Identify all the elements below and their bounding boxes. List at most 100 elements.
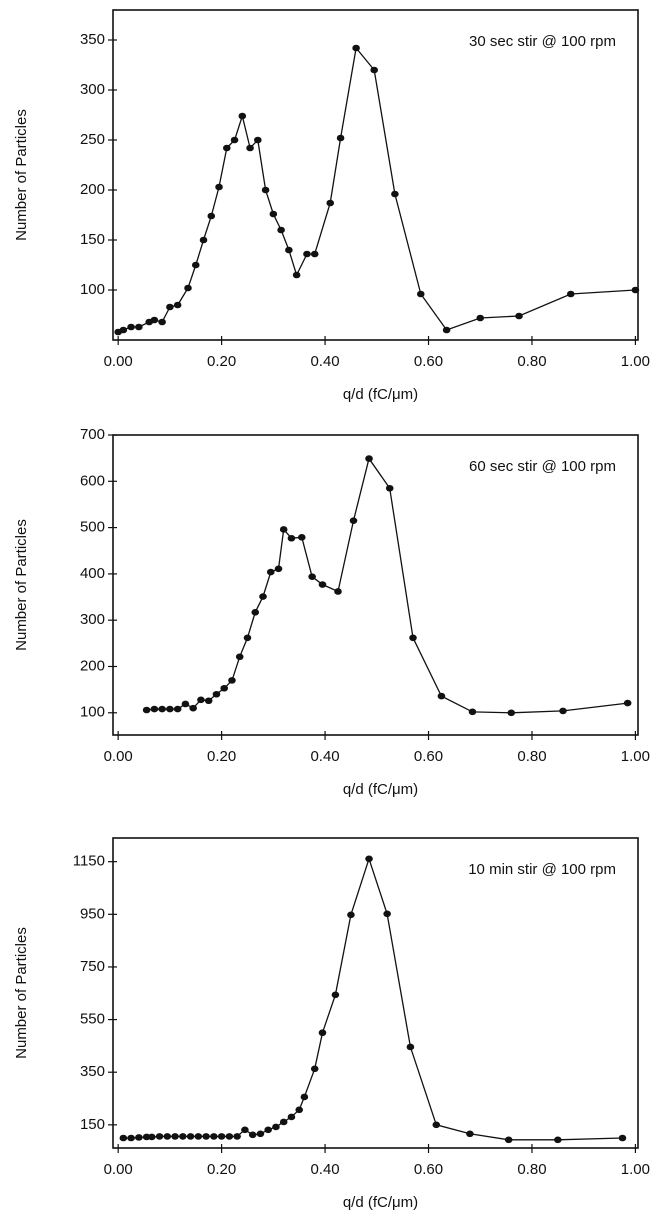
data-point — [631, 286, 640, 294]
x-tick-label: 0.40 — [310, 353, 339, 370]
data-point — [158, 318, 166, 326]
data-point — [507, 709, 516, 717]
data-point — [308, 573, 316, 580]
data-point — [189, 704, 197, 712]
x-tick-label: 0.00 — [104, 1161, 133, 1178]
data-point — [179, 1133, 187, 1140]
data-point — [383, 910, 391, 918]
data-point — [334, 588, 342, 595]
data-point — [212, 690, 221, 698]
data-point — [147, 1133, 156, 1141]
y-tick-label: 150 — [80, 231, 105, 248]
data-point — [566, 290, 575, 298]
data-line — [117, 46, 636, 333]
data-point — [243, 634, 252, 642]
annotation: 30 sec stir @ 100 rpm — [469, 33, 616, 50]
data-point — [166, 705, 174, 713]
data-point — [310, 250, 319, 258]
y-tick-label: 1150 — [73, 853, 105, 870]
data-point — [331, 991, 340, 999]
data-point — [318, 581, 327, 588]
data-point — [246, 144, 254, 152]
y-tick-label: 550 — [80, 1011, 105, 1028]
x-tick-label: 0.60 — [414, 748, 443, 765]
x-tick-label: 0.60 — [414, 1161, 443, 1178]
data-point — [385, 484, 394, 492]
data-point — [618, 1134, 627, 1142]
data-point — [228, 677, 236, 684]
x-tick-label: 0.80 — [517, 748, 546, 765]
data-point — [184, 284, 192, 292]
data-point — [406, 1043, 415, 1051]
x-axis-label: q/d (fC/μm) — [343, 386, 418, 403]
x-tick-label: 0.60 — [414, 353, 443, 370]
data-point — [210, 1133, 218, 1140]
data-point — [285, 246, 293, 254]
data-point — [119, 326, 128, 334]
data-point — [248, 1131, 257, 1139]
x-tick-label: 0.00 — [104, 748, 133, 765]
data-point — [295, 1106, 304, 1114]
y-tick-label: 150 — [80, 1116, 105, 1133]
data-point — [466, 1130, 474, 1138]
data-point — [476, 314, 485, 322]
data-point — [215, 183, 223, 191]
data-point — [432, 1121, 441, 1129]
data-point — [287, 1113, 296, 1121]
data-point — [194, 1133, 203, 1140]
x-tick-label: 1.00 — [621, 353, 650, 370]
data-point — [468, 708, 477, 716]
data-point — [199, 236, 208, 244]
data-point — [272, 1123, 280, 1131]
plot-frame — [112, 9, 639, 341]
data-point — [142, 706, 151, 714]
data-point — [155, 1133, 164, 1140]
data-point — [150, 705, 159, 713]
y-tick-label: 600 — [80, 472, 105, 489]
data-point — [277, 226, 285, 234]
data-point — [256, 1130, 265, 1138]
y-axis-label: Number of Particles — [13, 109, 30, 241]
data-point — [186, 1133, 195, 1140]
x-tick-label: 0.40 — [310, 1161, 339, 1178]
data-point — [235, 653, 244, 661]
data-point — [127, 1134, 135, 1142]
data-point — [391, 190, 399, 198]
data-point — [515, 312, 523, 320]
x-axis-label: q/d (fC/μm) — [343, 781, 418, 798]
data-point — [559, 707, 567, 715]
data-point — [119, 1134, 128, 1142]
data-point — [135, 323, 143, 331]
y-tick-label: 200 — [80, 181, 105, 198]
data-point — [279, 1118, 288, 1126]
data-point — [416, 290, 425, 298]
x-axis-label: q/d (fC/μm) — [343, 1194, 418, 1211]
data-line — [123, 856, 623, 1141]
y-axis-label: Number of Particles — [13, 519, 30, 651]
data-point — [241, 1126, 249, 1134]
data-point — [365, 455, 373, 462]
data-point — [222, 144, 231, 152]
y-tick-label: 350 — [80, 1063, 105, 1080]
y-axis-label: Number of Particles — [13, 927, 30, 1059]
data-point — [230, 136, 239, 144]
data-point — [336, 134, 345, 142]
x-tick-label: 0.20 — [207, 1161, 236, 1178]
data-point — [163, 1133, 172, 1140]
data-point — [233, 1133, 241, 1140]
data-point — [150, 316, 159, 324]
data-point — [300, 1093, 309, 1101]
y-tick-label: 500 — [80, 519, 105, 536]
x-tick-label: 1.00 — [621, 1161, 650, 1178]
data-point — [127, 323, 135, 331]
data-point — [158, 705, 166, 713]
plot-frame — [112, 837, 639, 1149]
data-point — [220, 684, 229, 692]
y-tick-label: 300 — [80, 611, 105, 628]
data-point — [349, 517, 358, 524]
x-tick-label: 0.20 — [207, 353, 236, 370]
y-tick-label: 200 — [80, 657, 105, 674]
data-point — [347, 911, 355, 919]
data-point — [264, 1126, 272, 1134]
